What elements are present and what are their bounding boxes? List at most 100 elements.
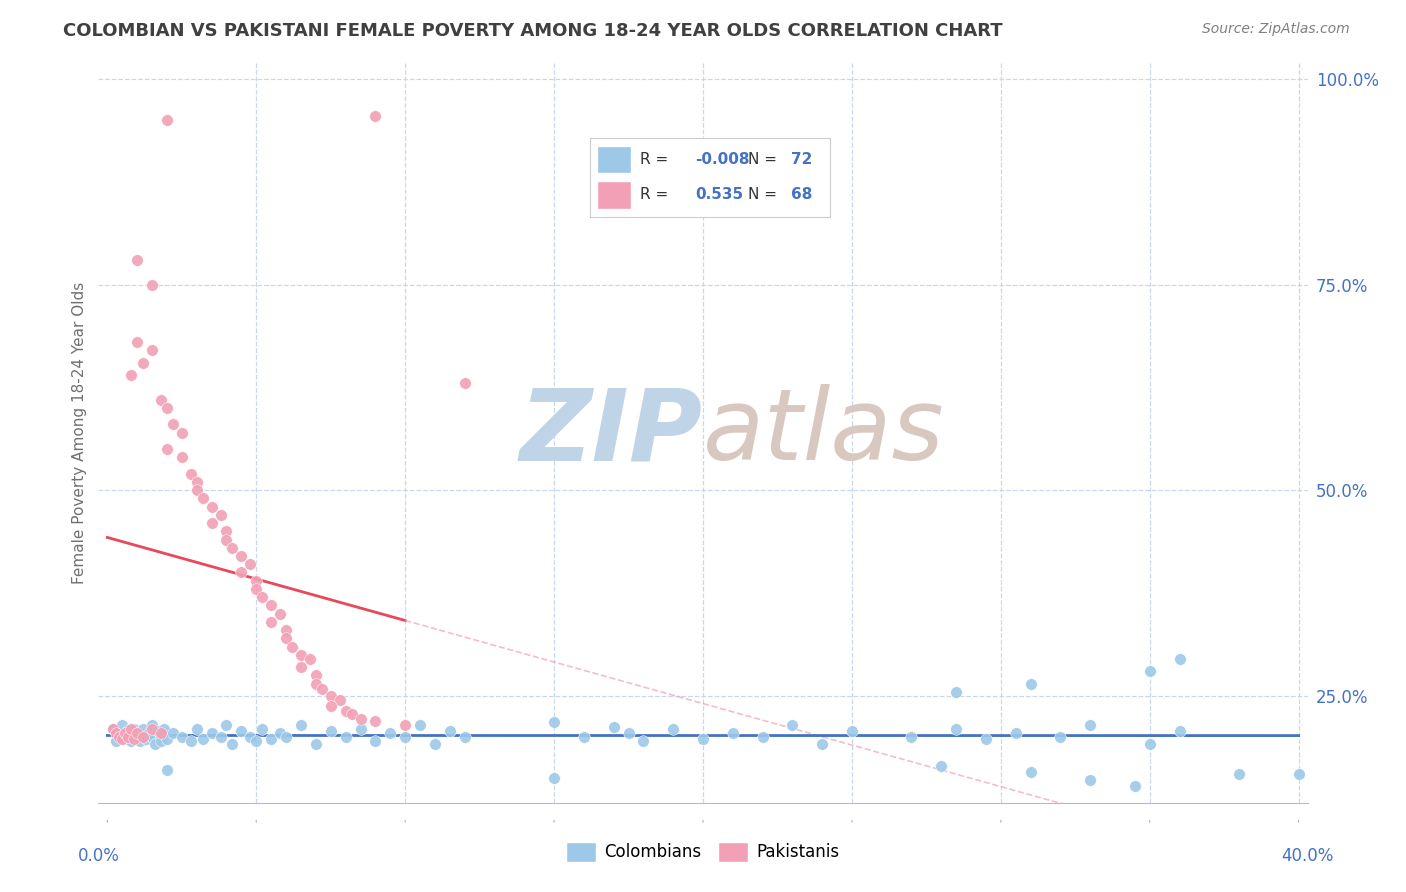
Point — [364, 734, 387, 748]
Point — [305, 668, 328, 682]
Point — [269, 607, 291, 621]
Point — [662, 722, 685, 736]
Point — [274, 730, 297, 744]
Point — [200, 516, 222, 530]
Point — [311, 682, 333, 697]
Point — [127, 730, 149, 744]
Point — [602, 720, 624, 734]
Point — [186, 483, 208, 498]
Point — [162, 417, 184, 432]
Point — [751, 730, 773, 744]
Point — [633, 734, 655, 748]
Point — [380, 726, 402, 740]
Point — [1019, 764, 1042, 779]
Point — [841, 724, 863, 739]
Point — [945, 685, 967, 699]
Point — [298, 652, 321, 666]
Point — [114, 731, 136, 746]
Point — [290, 660, 312, 674]
Point — [945, 722, 967, 736]
Text: 68: 68 — [792, 187, 813, 202]
Point — [900, 730, 922, 744]
Point — [156, 401, 179, 415]
Point — [105, 734, 128, 748]
Point — [120, 734, 142, 748]
Point — [1078, 772, 1101, 787]
Point — [1123, 780, 1146, 794]
Point — [117, 723, 139, 738]
Point — [245, 582, 267, 596]
Point — [156, 442, 179, 456]
Point — [127, 726, 149, 740]
Point — [364, 714, 387, 728]
Point — [454, 376, 477, 391]
Point — [108, 730, 131, 744]
Point — [191, 731, 214, 746]
Point — [335, 730, 357, 744]
Point — [149, 726, 172, 740]
Text: N =: N = — [748, 187, 778, 202]
Point — [929, 758, 952, 772]
Point — [692, 731, 714, 746]
Point — [260, 615, 283, 629]
Point — [191, 491, 214, 506]
Text: atlas: atlas — [703, 384, 945, 481]
Point — [454, 730, 477, 744]
Point — [108, 726, 131, 740]
Point — [290, 717, 312, 731]
Text: 72: 72 — [792, 152, 813, 167]
Point — [103, 722, 125, 736]
Point — [349, 712, 371, 726]
Point — [132, 356, 155, 370]
Point — [1078, 717, 1101, 731]
Point — [200, 500, 222, 514]
Point — [132, 722, 155, 736]
Point — [329, 693, 352, 707]
Point — [135, 731, 157, 746]
Text: ZIP: ZIP — [520, 384, 703, 481]
Point — [127, 335, 149, 350]
Text: 0.0%: 0.0% — [77, 847, 120, 865]
Point — [245, 574, 267, 588]
Text: N =: N = — [748, 152, 778, 167]
Point — [305, 737, 328, 751]
Text: 40.0%: 40.0% — [1281, 847, 1334, 865]
Point — [423, 737, 446, 751]
Point — [149, 734, 172, 748]
Text: 0.535: 0.535 — [696, 187, 744, 202]
Point — [394, 717, 416, 731]
Y-axis label: Female Poverty Among 18-24 Year Olds: Female Poverty Among 18-24 Year Olds — [72, 282, 87, 583]
Point — [319, 689, 342, 703]
Point — [209, 508, 232, 522]
Point — [1019, 676, 1042, 690]
Point — [200, 726, 222, 740]
Point — [215, 524, 238, 539]
Point — [114, 726, 136, 740]
Point — [127, 726, 149, 740]
Point — [153, 722, 176, 736]
Point — [209, 730, 232, 744]
Point — [156, 731, 179, 746]
Text: COLOMBIAN VS PAKISTANI FEMALE POVERTY AMONG 18-24 YEAR OLDS CORRELATION CHART: COLOMBIAN VS PAKISTANI FEMALE POVERTY AM… — [63, 22, 1002, 40]
Point — [111, 717, 134, 731]
Point — [231, 724, 253, 739]
Point — [221, 541, 243, 555]
Point — [221, 737, 243, 751]
Point — [617, 726, 640, 740]
Text: -0.008: -0.008 — [696, 152, 749, 167]
Point — [141, 277, 163, 292]
Point — [281, 640, 304, 654]
Point — [394, 730, 416, 744]
Point — [543, 715, 565, 730]
Point — [120, 368, 142, 382]
Point — [105, 726, 128, 740]
Point — [252, 590, 274, 604]
Point — [215, 717, 238, 731]
Point — [274, 632, 297, 646]
Point — [127, 252, 149, 267]
Point — [543, 771, 565, 785]
Point — [1139, 664, 1161, 678]
Point — [111, 730, 134, 744]
Point — [239, 730, 262, 744]
Point — [231, 566, 253, 580]
